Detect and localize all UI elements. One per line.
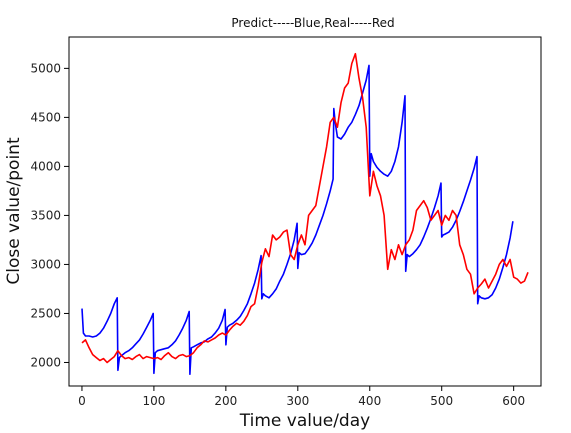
y-axis-label: Close value/point	[4, 137, 24, 285]
y-tick-label: 2000	[30, 355, 61, 369]
x-axis-label: Time value/day	[239, 411, 370, 431]
y-axis: 2000 2500 3000 3500 4000 4500 5000	[30, 61, 69, 369]
plot-area	[81, 52, 529, 376]
x-tick-label: 400	[358, 394, 381, 408]
y-tick-label: 3000	[30, 257, 61, 271]
plot-frame	[68, 36, 542, 387]
y-tick-label: 4500	[30, 110, 61, 124]
y-tick-label: 3500	[30, 208, 61, 222]
x-axis: 0 100 200 300 400 500 600	[78, 386, 525, 408]
x-tick-label: 500	[430, 394, 453, 408]
x-tick-label: 600	[502, 394, 525, 408]
x-tick-label: 0	[78, 394, 86, 408]
x-tick-label: 100	[142, 394, 165, 408]
y-tick-label: 5000	[30, 61, 61, 75]
series-line-real	[81, 52, 529, 364]
x-tick-label: 300	[286, 394, 309, 408]
y-tick-label: 2500	[30, 306, 61, 320]
chart-title: Predict-----Blue,Real-----Red	[231, 16, 394, 30]
y-tick-label: 4000	[30, 159, 61, 173]
x-tick-label: 200	[214, 394, 237, 408]
